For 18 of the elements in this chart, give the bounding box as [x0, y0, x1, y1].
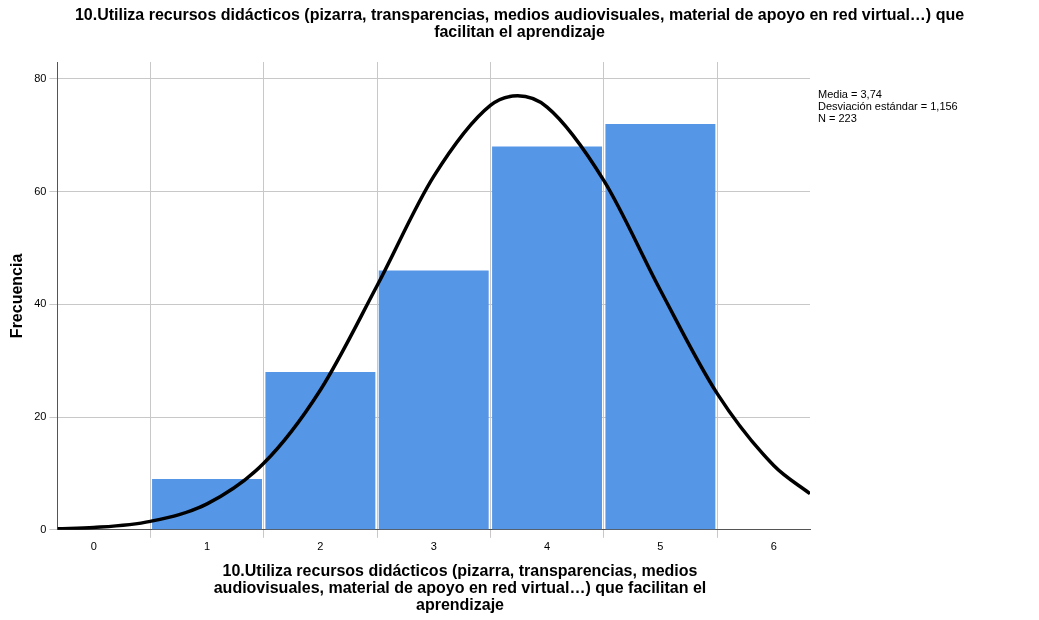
x-tick-label: 2 — [317, 540, 324, 553]
x-tick-label: 3 — [430, 540, 437, 553]
x-tick-label: 1 — [203, 540, 211, 553]
x-tick-label: 5 — [657, 540, 664, 553]
x-tick-label: 0 — [90, 540, 97, 553]
x-axis-title: 10.Utiliza recursos didácticos (pizarra, transparencias, medios audiovisuales, material de apoyo en red virtual…) que facilitan el aprendizaje — [212, 562, 708, 613]
y-tick-label: 40 — [34, 297, 47, 310]
chart-title: 10.Utiliza recursos didácticos (pizarra, transparencias, medios audiovisuales, material de apoyo en red virtual…) que facilitan el aprendizaje — [73, 6, 966, 40]
text: Desviación estándar = 1,156 — [818, 100, 958, 112]
x-tick-label: 6 — [770, 540, 777, 553]
y-tick-label: 0 — [40, 522, 47, 535]
y-tick-label: 20 — [34, 410, 47, 423]
text: Media = 3,74 — [818, 88, 883, 100]
text: N = 223 — [818, 112, 858, 124]
x-tick-label: 4 — [543, 540, 551, 553]
y-axis-title: Frecuencia — [8, 253, 26, 339]
y-tick-label: 80 — [34, 71, 47, 84]
y-tick-label: 60 — [34, 184, 47, 197]
